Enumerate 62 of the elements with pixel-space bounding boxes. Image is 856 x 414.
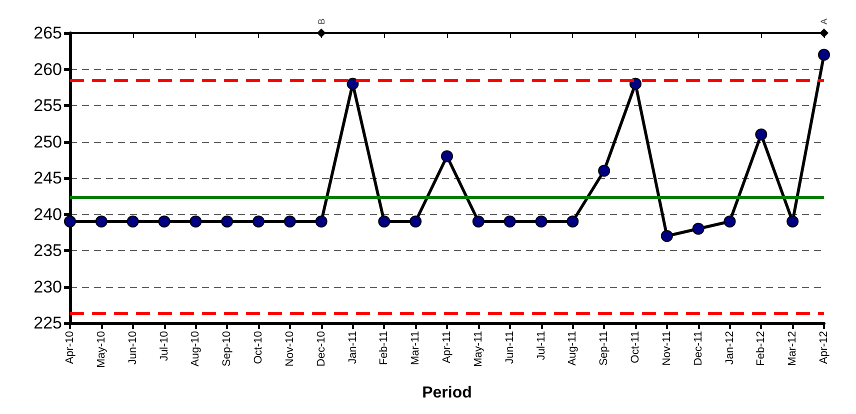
point	[284, 216, 296, 228]
x-tick-label: May-10	[95, 331, 108, 368]
point	[755, 128, 768, 140]
point	[410, 216, 422, 228]
x-tick-label: Oct-10	[252, 331, 264, 364]
x-tick-label: May-11	[472, 331, 484, 367]
x-tick-label: Feb-11	[378, 331, 390, 366]
x-tick-label: Mar-12	[786, 331, 799, 366]
x-tick-label: Jan-12	[724, 331, 736, 365]
point	[472, 216, 484, 228]
point	[535, 216, 548, 228]
x-tick-label: Apr-11	[441, 331, 453, 364]
point	[598, 164, 610, 177]
point	[818, 48, 830, 61]
point	[190, 216, 202, 228]
point	[95, 216, 108, 228]
x-tick-label: Jun-10	[126, 331, 139, 365]
y-tick-label: 250	[34, 132, 62, 152]
point	[441, 150, 453, 162]
x-tick-label: Jan-11	[346, 331, 359, 364]
y-tick-label: 225	[34, 314, 62, 332]
x-axis-title: Period	[422, 384, 472, 402]
y-tick-label: 235	[34, 241, 62, 260]
y-tick-label: 240	[34, 204, 62, 224]
x-tick-label: Dec-10	[315, 331, 328, 366]
x-tick-label: Aug-11	[566, 331, 579, 366]
point	[126, 216, 139, 228]
point	[315, 216, 328, 228]
x-tick-label: Oct-11	[630, 331, 642, 364]
x-tick-label: Feb-12	[755, 331, 768, 366]
point	[346, 78, 359, 90]
y-tick-label: 265	[34, 24, 62, 42]
x-tick-label: Aug-10	[190, 331, 202, 366]
point	[158, 216, 170, 228]
x-tick-label: Apr-10	[64, 331, 76, 364]
point	[252, 216, 264, 228]
point	[504, 216, 516, 228]
point	[221, 216, 234, 228]
point	[630, 78, 642, 90]
x-tick-label: Jul-11	[535, 331, 548, 360]
y-tick-label: 245	[34, 168, 62, 188]
point	[566, 216, 579, 228]
point	[378, 216, 390, 228]
x-tick-label: Sep-10	[221, 331, 234, 366]
y-tick-label: 260	[34, 60, 62, 79]
point	[786, 216, 799, 228]
point	[660, 230, 673, 242]
annotation: A	[819, 18, 829, 24]
point	[724, 216, 736, 228]
x-tick-label: Nov-11	[660, 331, 673, 366]
x-tick-label: Apr-12	[818, 331, 830, 364]
x-tick-label: Jun-11	[504, 331, 516, 364]
point	[692, 222, 704, 235]
x-tick-label: Jul-10	[158, 331, 170, 361]
annotation: B	[316, 18, 326, 24]
point	[64, 216, 76, 228]
x-tick-label: Dec-11	[692, 331, 704, 366]
y-tick-label: 255	[34, 96, 62, 115]
x-tick-label: Mar-11	[410, 331, 422, 366]
y-tick-label: 230	[34, 277, 62, 296]
x-tick-label: Sep-11	[598, 331, 610, 366]
x-tick-label: Nov-10	[284, 331, 296, 366]
